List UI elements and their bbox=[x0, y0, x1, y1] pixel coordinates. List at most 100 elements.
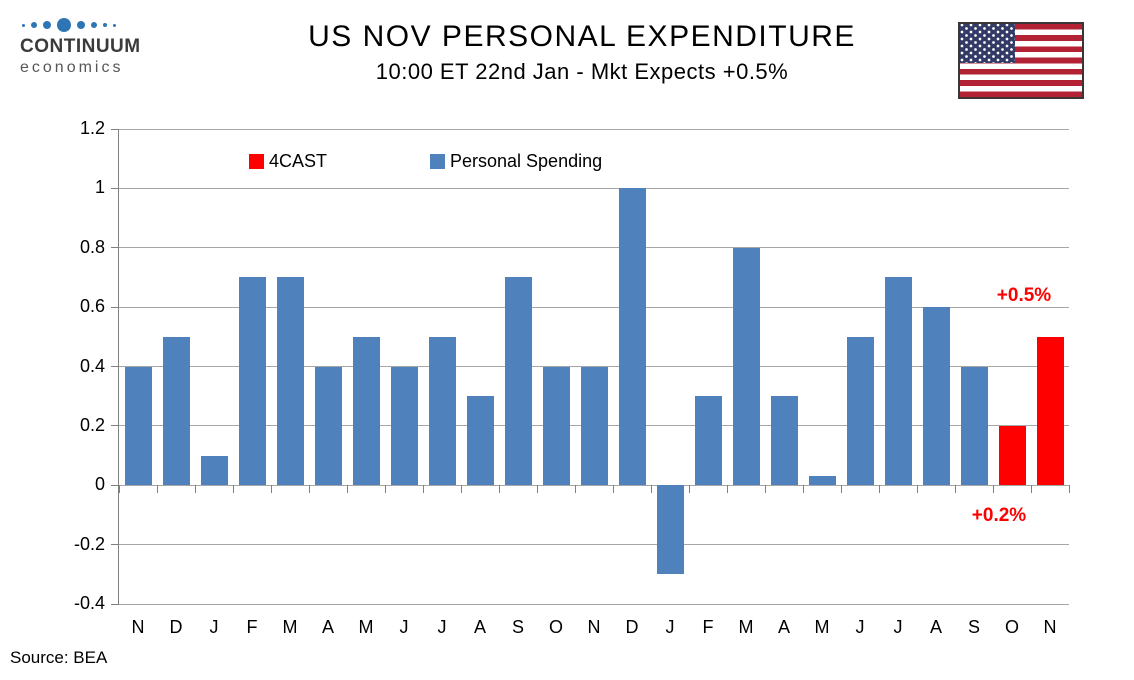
legend-swatch-icon bbox=[249, 154, 264, 169]
x-axis-tick bbox=[536, 485, 538, 494]
bar bbox=[276, 277, 304, 486]
x-axis-label: J bbox=[437, 617, 447, 637]
y-axis-label: 0.2 bbox=[79, 414, 105, 435]
x-axis-tick bbox=[954, 485, 956, 494]
y-axis-label: 1 bbox=[94, 177, 105, 198]
x-axis-label: D bbox=[169, 617, 183, 637]
page-title: US NOV PERSONAL EXPENDITURE bbox=[308, 20, 856, 53]
x-axis-tick bbox=[878, 485, 880, 494]
bar bbox=[466, 396, 494, 486]
y-axis-label: 0.6 bbox=[79, 296, 105, 317]
logo-dot bbox=[91, 22, 97, 28]
forecast-annotation: +0.5% bbox=[996, 284, 1052, 306]
bar bbox=[542, 366, 570, 486]
y-axis-tick bbox=[111, 247, 119, 249]
legend-item: 4CAST bbox=[249, 151, 327, 172]
bar bbox=[504, 277, 532, 486]
x-axis-label: A bbox=[473, 617, 486, 637]
bar bbox=[352, 336, 380, 486]
x-axis-tick bbox=[726, 485, 728, 494]
y-axis-label: 0.4 bbox=[79, 355, 105, 376]
x-axis-tick bbox=[270, 485, 272, 494]
bar bbox=[922, 307, 950, 486]
logo-dot bbox=[43, 21, 51, 29]
x-axis-tick bbox=[612, 485, 614, 494]
bar bbox=[1036, 336, 1064, 486]
bar bbox=[200, 455, 228, 486]
y-axis-tick bbox=[111, 366, 119, 367]
x-axis-label: M bbox=[282, 617, 298, 637]
logo-dot bbox=[113, 23, 116, 27]
x-axis-label: N bbox=[587, 617, 601, 637]
x-axis-tick bbox=[992, 485, 994, 494]
x-axis-label: M bbox=[814, 617, 830, 637]
x-axis-tick bbox=[460, 485, 462, 494]
x-axis-label: S bbox=[511, 617, 524, 637]
x-axis-label: A bbox=[321, 617, 334, 637]
x-axis-tick bbox=[194, 485, 196, 494]
y-axis-tick bbox=[111, 128, 119, 130]
y-axis-tick bbox=[111, 603, 119, 605]
header-titles: US NOV PERSONAL EXPENDITURE 10:00 ET 22n… bbox=[150, 20, 1014, 85]
x-axis-label: J bbox=[855, 617, 865, 637]
bar bbox=[808, 476, 836, 486]
page-subtitle: 10:00 ET 22nd Jan - Mkt Expects +0.5% bbox=[375, 59, 789, 84]
bar bbox=[314, 366, 342, 486]
bar bbox=[618, 188, 646, 486]
y-axis-tick bbox=[111, 306, 119, 308]
bar bbox=[846, 336, 874, 486]
bar bbox=[124, 366, 152, 486]
bar bbox=[732, 247, 760, 486]
x-axis-label: J bbox=[209, 617, 219, 637]
x-axis-label: J bbox=[399, 617, 409, 637]
x-axis-tick bbox=[156, 485, 158, 494]
x-axis-label: S bbox=[967, 617, 980, 637]
x-axis-label: J bbox=[665, 617, 675, 637]
legend-label: Personal Spending bbox=[450, 151, 603, 171]
us-flag-icon bbox=[958, 22, 1084, 99]
y-axis-label: -0.2 bbox=[73, 533, 105, 554]
x-axis-label: F bbox=[702, 617, 714, 637]
legend-label: 4CAST bbox=[269, 151, 328, 171]
x-axis-tick bbox=[308, 485, 310, 494]
x-axis-tick bbox=[802, 485, 804, 494]
x-axis-label: A bbox=[777, 617, 790, 637]
source-note: Source: BEA bbox=[10, 648, 108, 667]
x-axis-tick bbox=[840, 485, 842, 494]
x-axis-label: O bbox=[548, 617, 563, 637]
bar bbox=[238, 277, 266, 486]
y-axis-label: 0 bbox=[94, 474, 105, 495]
bar bbox=[694, 396, 722, 486]
bar bbox=[656, 485, 684, 575]
x-axis-tick bbox=[232, 485, 234, 494]
logo-brand-text: CONTINUUM bbox=[20, 36, 141, 57]
x-axis-tick bbox=[916, 485, 918, 494]
x-axis-label: M bbox=[738, 617, 754, 637]
gridline bbox=[119, 247, 1069, 249]
continuum-logo: CONTINUUM economics bbox=[20, 16, 150, 77]
gridline bbox=[119, 603, 1069, 605]
y-axis-tick bbox=[111, 187, 119, 189]
legend-item: Personal Spending bbox=[430, 151, 602, 172]
x-axis-label: A bbox=[929, 617, 942, 637]
legend-swatch-icon bbox=[430, 154, 445, 169]
x-axis-label: F bbox=[246, 617, 258, 637]
x-axis-label: J bbox=[893, 617, 903, 637]
bar bbox=[998, 425, 1026, 486]
y-axis-tick bbox=[111, 425, 119, 427]
x-axis-tick bbox=[688, 485, 690, 494]
y-axis-label: -0.4 bbox=[73, 593, 105, 613]
x-axis-tick bbox=[346, 485, 348, 494]
logo-dot bbox=[103, 23, 107, 27]
y-axis-tick bbox=[111, 484, 119, 486]
x-axis-label: D bbox=[625, 617, 639, 637]
continuum-dots-icon bbox=[20, 16, 150, 34]
x-axis-tick bbox=[498, 485, 500, 494]
logo-sub-text: economics bbox=[20, 59, 124, 76]
x-axis-tick bbox=[118, 485, 120, 494]
logo-dot bbox=[31, 22, 37, 28]
gridline bbox=[119, 484, 1069, 486]
gridline bbox=[119, 306, 1069, 308]
x-axis-tick bbox=[574, 485, 576, 494]
